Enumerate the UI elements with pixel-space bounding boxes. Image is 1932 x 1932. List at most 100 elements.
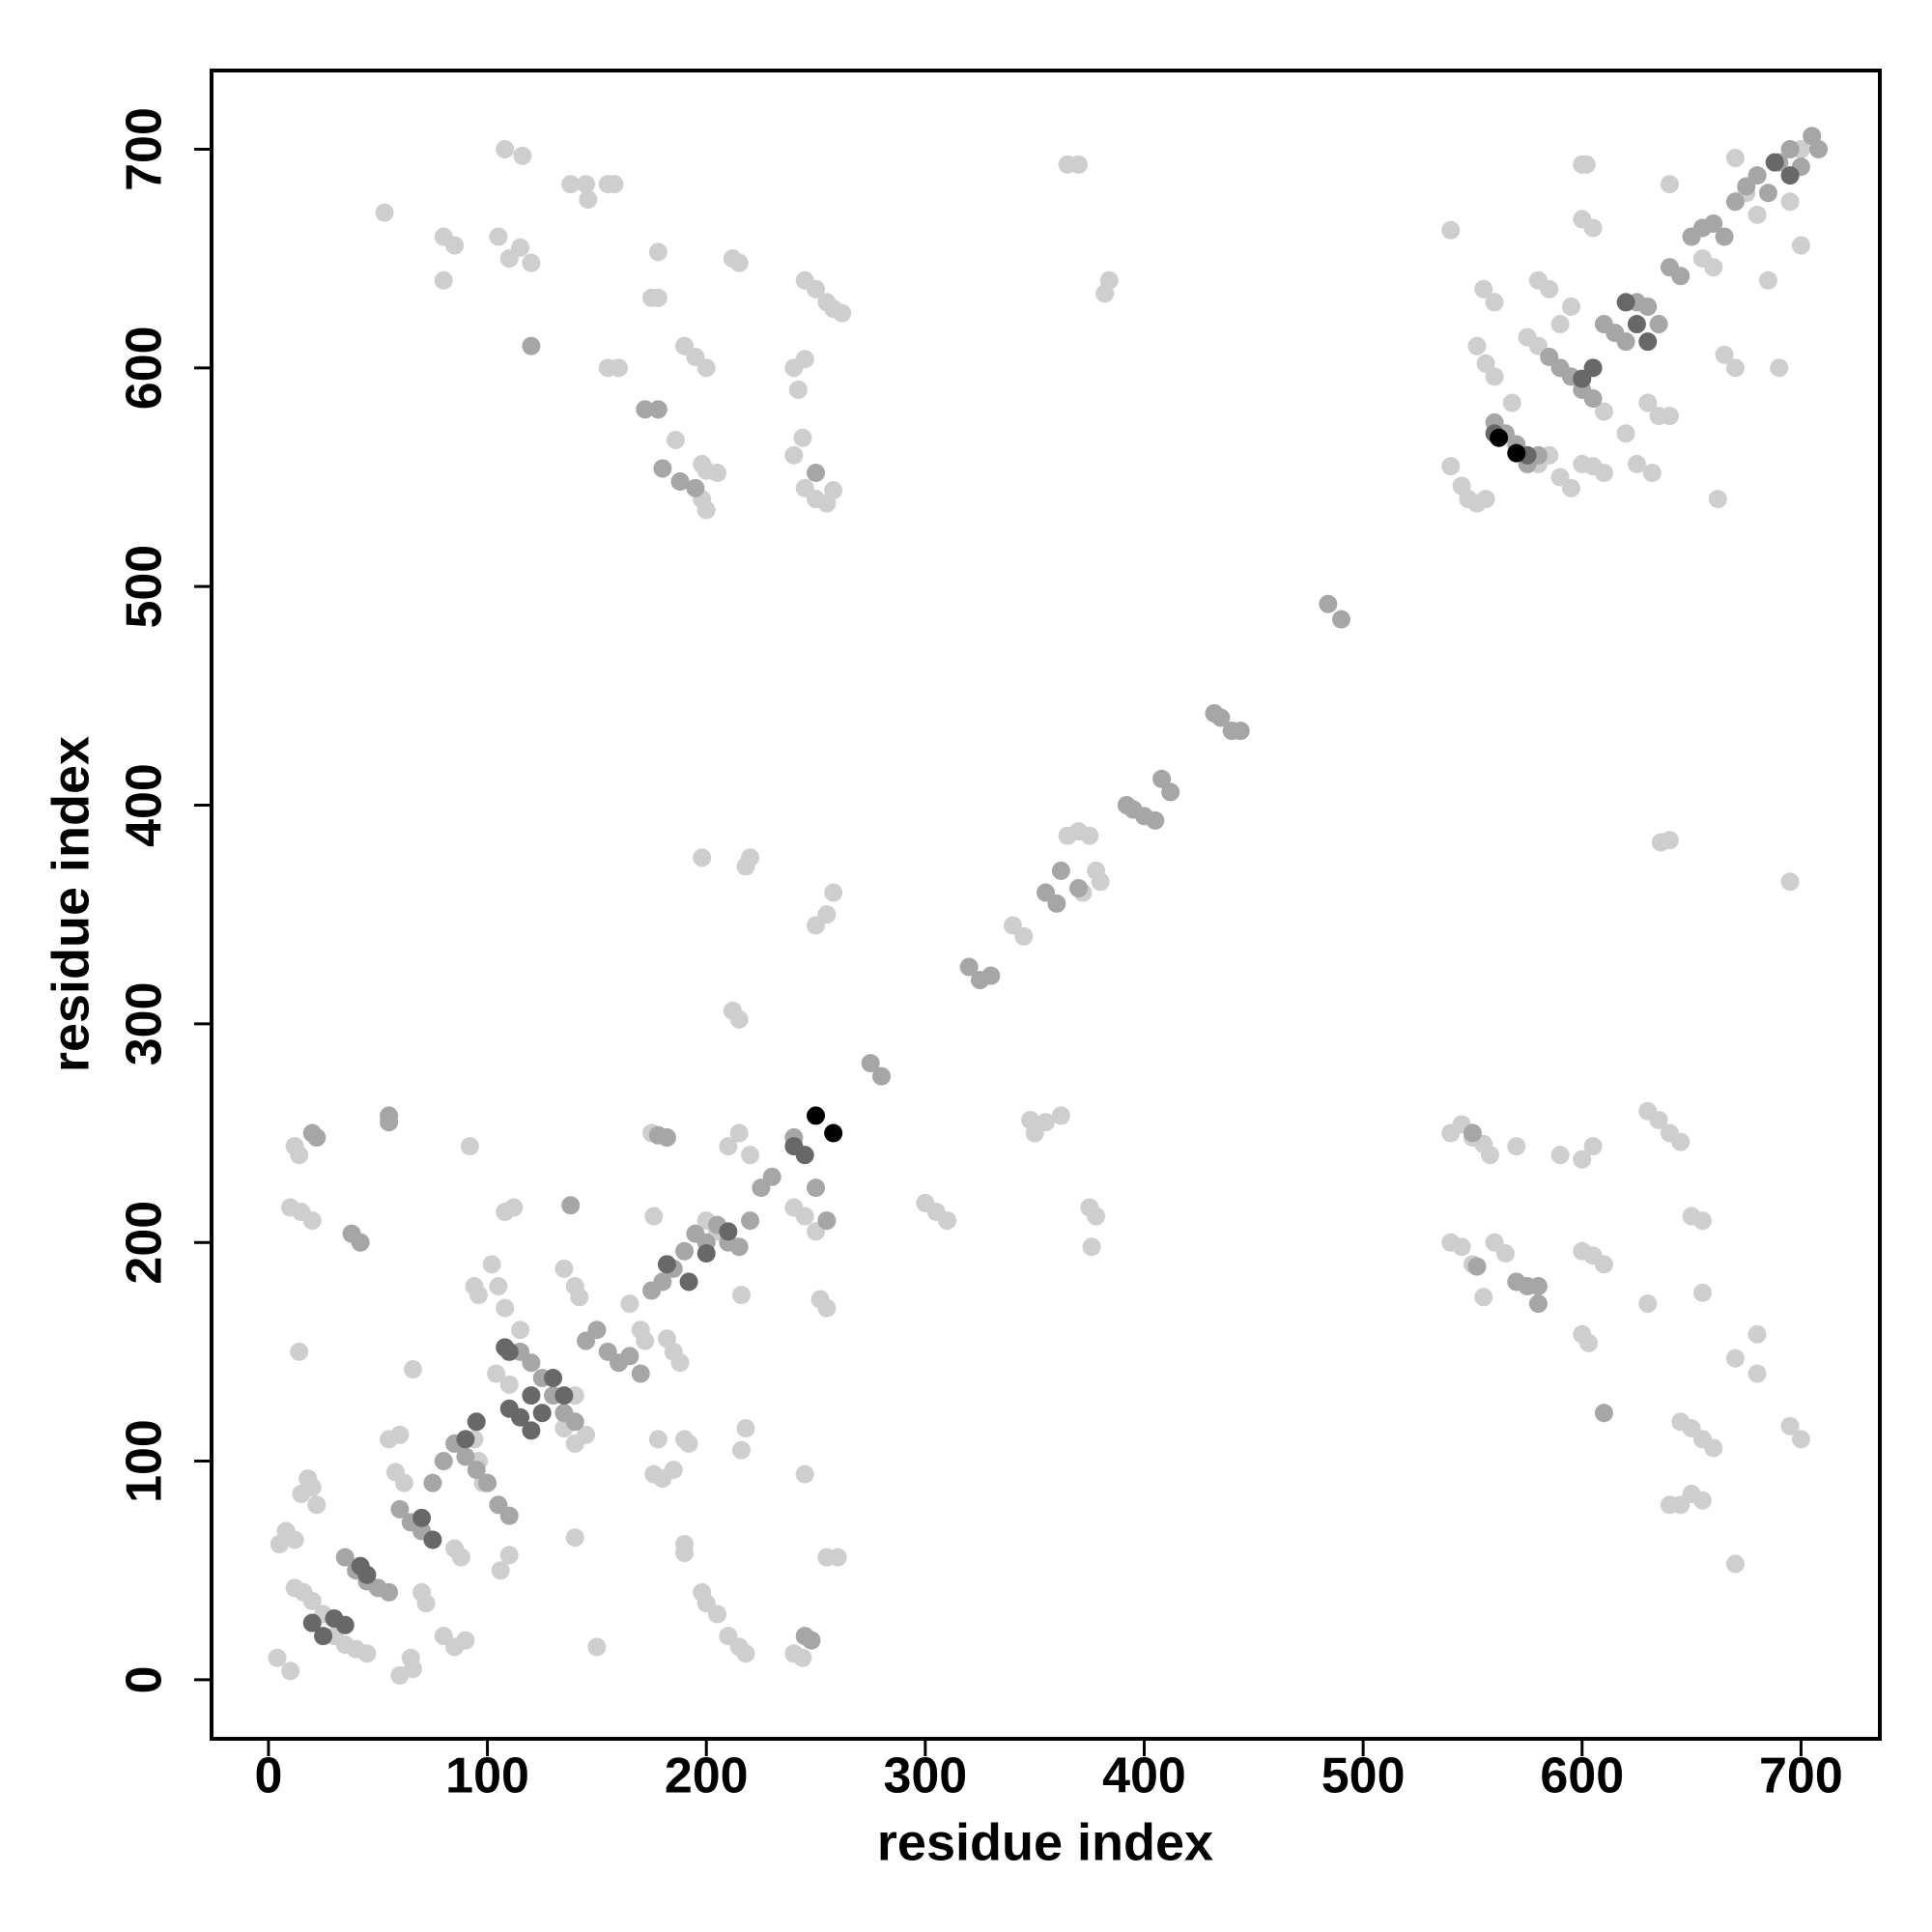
point <box>736 1419 755 1438</box>
point <box>579 190 598 210</box>
point <box>285 1530 304 1549</box>
point <box>736 857 755 876</box>
point <box>1087 1207 1106 1226</box>
point <box>648 1125 668 1145</box>
point <box>1476 354 1495 373</box>
point <box>679 1434 698 1453</box>
point <box>675 1544 695 1563</box>
point <box>1791 1430 1810 1449</box>
point <box>636 1331 655 1350</box>
point <box>489 1276 508 1295</box>
point <box>1638 393 1658 412</box>
point <box>1671 1132 1690 1151</box>
point <box>729 1009 749 1029</box>
point <box>916 1193 935 1212</box>
x-tick-label: 200 <box>665 1748 749 1804</box>
point <box>1747 1324 1767 1344</box>
point <box>496 1338 515 1357</box>
point <box>290 1342 309 1361</box>
point <box>807 1106 826 1125</box>
point <box>1490 428 1509 447</box>
point <box>456 1631 475 1650</box>
x-tick-label: 700 <box>1759 1748 1843 1804</box>
point <box>1502 393 1521 412</box>
point <box>1638 1294 1658 1314</box>
point <box>482 1255 501 1274</box>
point <box>1583 358 1603 378</box>
point <box>1068 879 1088 898</box>
point <box>741 1211 760 1231</box>
point <box>620 1347 639 1366</box>
point <box>1561 478 1580 497</box>
point <box>648 242 668 262</box>
point <box>1616 332 1635 352</box>
point <box>1463 1123 1482 1143</box>
point <box>675 1241 695 1261</box>
point <box>532 1404 552 1423</box>
point <box>335 1615 355 1634</box>
point <box>499 1375 519 1394</box>
point <box>1331 610 1350 629</box>
point <box>1627 454 1646 473</box>
point <box>708 1605 727 1624</box>
point <box>696 358 716 378</box>
point <box>729 1237 749 1257</box>
point <box>491 1561 510 1580</box>
point <box>788 380 808 399</box>
point <box>487 1364 506 1383</box>
point <box>1616 424 1635 443</box>
point <box>504 1198 524 1217</box>
point <box>795 1146 814 1165</box>
y-tick-label: 500 <box>117 545 173 629</box>
point <box>1507 1137 1526 1156</box>
point <box>610 358 629 378</box>
point <box>357 1644 377 1663</box>
point <box>302 1478 322 1497</box>
point <box>307 1495 327 1515</box>
point <box>1528 1276 1548 1295</box>
point <box>795 1207 814 1226</box>
point <box>423 1530 442 1549</box>
point <box>478 1473 497 1492</box>
y-tick-label: 300 <box>117 981 173 1065</box>
point <box>1758 184 1777 203</box>
point <box>807 279 826 298</box>
point <box>872 1066 892 1086</box>
point <box>1791 236 1810 255</box>
point <box>434 1452 453 1471</box>
point <box>307 1128 327 1148</box>
x-tick-label: 500 <box>1321 1748 1406 1804</box>
point <box>434 270 453 290</box>
point <box>351 1233 370 1252</box>
point <box>1594 463 1613 482</box>
point <box>795 1627 814 1646</box>
plot-frame <box>210 69 1882 1741</box>
point <box>1692 1491 1712 1510</box>
point <box>496 1298 515 1318</box>
point <box>1441 457 1461 476</box>
point <box>522 253 541 272</box>
point <box>644 1207 664 1226</box>
point <box>648 1430 668 1449</box>
point <box>1068 155 1088 174</box>
point <box>469 1286 489 1305</box>
point <box>522 1386 541 1406</box>
y-tick-label: 400 <box>117 763 173 847</box>
point <box>1671 267 1690 286</box>
point <box>605 175 624 194</box>
point <box>1725 358 1745 378</box>
point <box>522 1421 541 1440</box>
point <box>653 459 672 478</box>
point <box>412 1508 432 1527</box>
point <box>795 1464 814 1484</box>
point <box>554 1386 574 1406</box>
point <box>729 1123 749 1143</box>
point <box>1152 769 1172 788</box>
point <box>1616 293 1635 312</box>
point <box>817 1548 837 1567</box>
point <box>357 1565 377 1584</box>
point <box>1809 139 1829 158</box>
point <box>1146 810 1165 830</box>
point <box>404 1359 423 1378</box>
